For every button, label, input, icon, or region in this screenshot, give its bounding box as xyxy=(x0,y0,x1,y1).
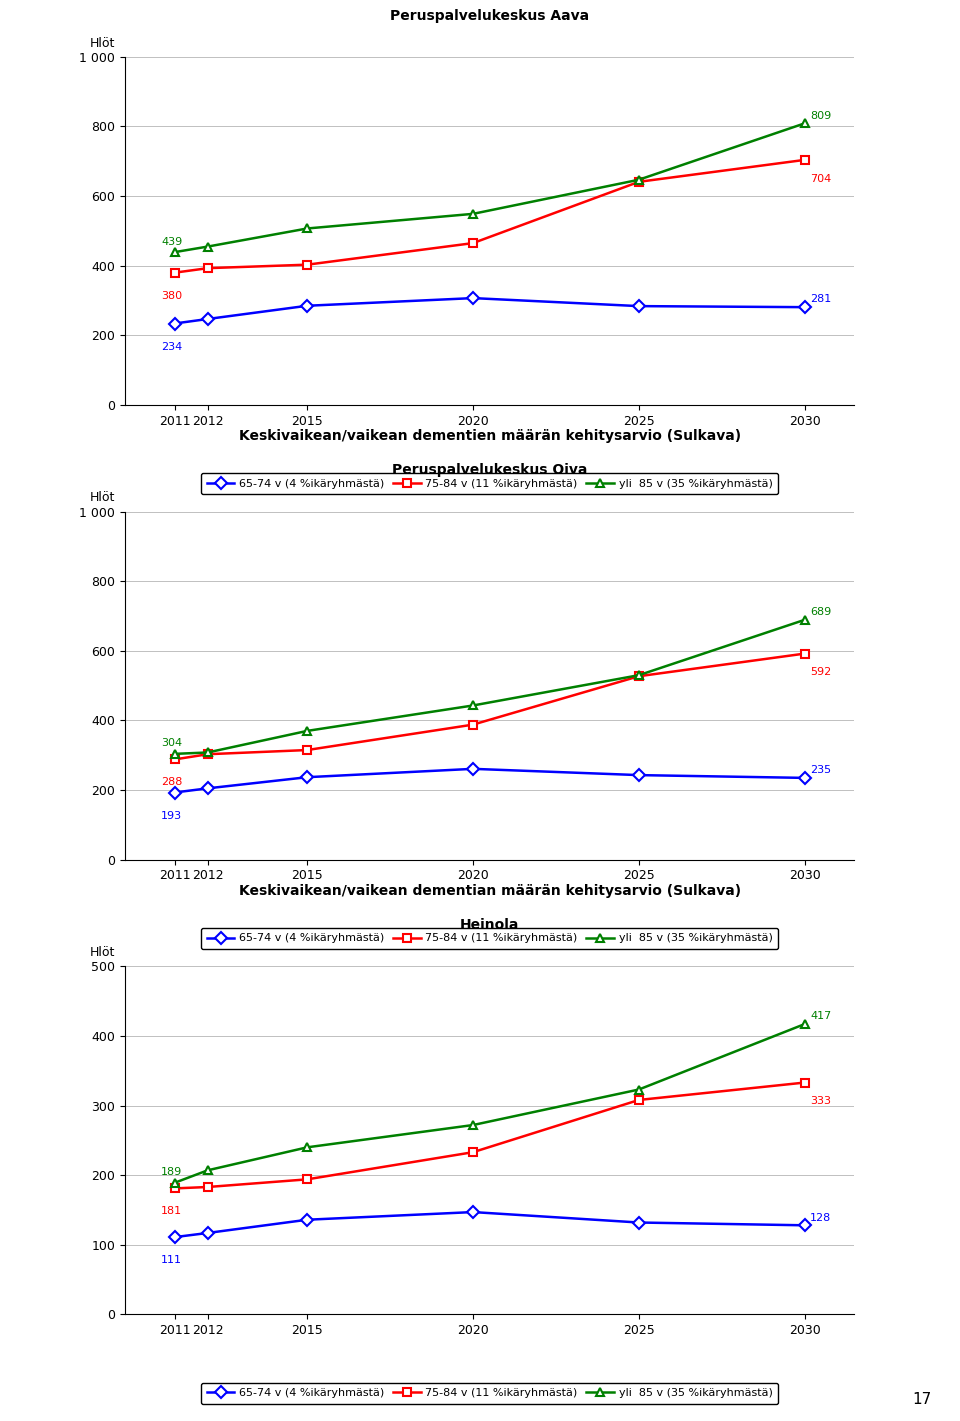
75-84 v (11 %ikäryhmästä) xyxy=(633,173,644,190)
yli  85 v (35 %ikäryhmästä) xyxy=(169,1174,180,1191)
Line: 65-74 v (4 %ikäryhmästä): 65-74 v (4 %ikäryhmästä) xyxy=(170,294,809,328)
Line: yli  85 v (35 %ikäryhmästä): yli 85 v (35 %ikäryhmästä) xyxy=(170,1020,809,1187)
75-84 v (11 %ikäryhmästä) xyxy=(468,234,479,252)
yli  85 v (35 %ikäryhmästä) xyxy=(468,696,479,713)
75-84 v (11 %ikäryhmästä) xyxy=(468,716,479,733)
75-84 v (11 %ikäryhmästä) xyxy=(301,1171,313,1188)
Text: 592: 592 xyxy=(810,668,831,678)
yli  85 v (35 %ikäryhmästä) xyxy=(202,745,213,762)
65-74 v (4 %ikäryhmästä) xyxy=(799,769,810,786)
yli  85 v (35 %ikäryhmästä) xyxy=(468,205,479,222)
Text: 281: 281 xyxy=(810,294,831,304)
75-84 v (11 %ikäryhmästä) xyxy=(202,746,213,763)
yli  85 v (35 %ikäryhmästä) xyxy=(202,239,213,256)
Legend: 65-74 v (4 %ikäryhmästä), 75-84 v (11 %ikäryhmästä), yli  85 v (35 %ikäryhmästä): 65-74 v (4 %ikäryhmästä), 75-84 v (11 %i… xyxy=(202,473,778,495)
Text: 288: 288 xyxy=(161,777,182,787)
65-74 v (4 %ikäryhmästä) xyxy=(169,784,180,801)
yli  85 v (35 %ikäryhmästä) xyxy=(169,243,180,260)
75-84 v (11 %ikäryhmästä) xyxy=(301,256,313,273)
65-74 v (4 %ikäryhmästä) xyxy=(799,1216,810,1233)
yli  85 v (35 %ikäryhmästä) xyxy=(799,1016,810,1033)
75-84 v (11 %ikäryhmästä) xyxy=(169,1179,180,1196)
Text: 111: 111 xyxy=(161,1255,182,1265)
75-84 v (11 %ikäryhmästä) xyxy=(468,1144,479,1161)
65-74 v (4 %ikäryhmästä) xyxy=(202,1225,213,1242)
Text: 193: 193 xyxy=(161,810,182,820)
75-84 v (11 %ikäryhmästä) xyxy=(169,264,180,281)
Text: Peruspalvelukeskus Aava: Peruspalvelukeskus Aava xyxy=(390,9,589,23)
65-74 v (4 %ikäryhmästä) xyxy=(468,760,479,777)
75-84 v (11 %ikäryhmästä) xyxy=(633,668,644,685)
Text: 181: 181 xyxy=(161,1206,182,1216)
Text: 304: 304 xyxy=(161,739,182,749)
yli  85 v (35 %ikäryhmästä) xyxy=(633,1081,644,1098)
65-74 v (4 %ikäryhmästä) xyxy=(169,1229,180,1246)
Line: yli  85 v (35 %ikäryhmästä): yli 85 v (35 %ikäryhmästä) xyxy=(170,615,809,757)
Text: Peruspalvelukeskus Oiva: Peruspalvelukeskus Oiva xyxy=(392,463,588,477)
yli  85 v (35 %ikäryhmästä) xyxy=(301,220,313,237)
yli  85 v (35 %ikäryhmästä) xyxy=(301,1138,313,1155)
Text: 189: 189 xyxy=(161,1167,182,1177)
65-74 v (4 %ikäryhmästä) xyxy=(301,1211,313,1228)
Text: Heinola: Heinola xyxy=(460,918,519,932)
Line: 65-74 v (4 %ikäryhmästä): 65-74 v (4 %ikäryhmästä) xyxy=(170,1208,809,1242)
Line: 75-84 v (11 %ikäryhmästä): 75-84 v (11 %ikäryhmästä) xyxy=(170,649,809,763)
75-84 v (11 %ikäryhmästä) xyxy=(301,742,313,759)
65-74 v (4 %ikäryhmästä) xyxy=(169,315,180,333)
Text: 417: 417 xyxy=(810,1012,831,1022)
75-84 v (11 %ikäryhmästä) xyxy=(633,1091,644,1108)
Text: Hlöt: Hlöt xyxy=(90,946,115,959)
yli  85 v (35 %ikäryhmästä) xyxy=(799,611,810,628)
Legend: 65-74 v (4 %ikäryhmästä), 75-84 v (11 %ikäryhmästä), yli  85 v (35 %ikäryhmästä): 65-74 v (4 %ikäryhmästä), 75-84 v (11 %i… xyxy=(202,1383,778,1404)
65-74 v (4 %ikäryhmästä) xyxy=(202,310,213,327)
75-84 v (11 %ikäryhmästä) xyxy=(799,1074,810,1091)
Text: 439: 439 xyxy=(161,236,182,247)
yli  85 v (35 %ikäryhmästä) xyxy=(169,746,180,763)
Text: 17: 17 xyxy=(912,1391,931,1407)
Line: 75-84 v (11 %ikäryhmästä): 75-84 v (11 %ikäryhmästä) xyxy=(170,1079,809,1192)
Text: 689: 689 xyxy=(810,607,831,617)
yli  85 v (35 %ikäryhmästä) xyxy=(633,666,644,684)
Text: 380: 380 xyxy=(161,291,182,301)
Line: 75-84 v (11 %ikäryhmästä): 75-84 v (11 %ikäryhmästä) xyxy=(170,156,809,277)
Line: 65-74 v (4 %ikäryhmästä): 65-74 v (4 %ikäryhmästä) xyxy=(170,764,809,797)
yli  85 v (35 %ikäryhmästä) xyxy=(468,1117,479,1134)
65-74 v (4 %ikäryhmästä) xyxy=(633,297,644,314)
Text: 704: 704 xyxy=(810,173,831,183)
Text: Hlöt: Hlöt xyxy=(90,37,115,50)
Line: yli  85 v (35 %ikäryhmästä): yli 85 v (35 %ikäryhmästä) xyxy=(170,119,809,256)
65-74 v (4 %ikäryhmästä) xyxy=(799,298,810,315)
Text: 235: 235 xyxy=(810,764,831,774)
yli  85 v (35 %ikäryhmästä) xyxy=(301,722,313,739)
75-84 v (11 %ikäryhmästä) xyxy=(202,260,213,277)
Text: Keskivaikean/vaikean dementian määrän kehitysarvio (Sulkava): Keskivaikean/vaikean dementian määrän ke… xyxy=(238,884,741,898)
Text: 809: 809 xyxy=(810,111,831,121)
65-74 v (4 %ikäryhmästä) xyxy=(633,766,644,783)
65-74 v (4 %ikäryhmästä) xyxy=(202,780,213,797)
75-84 v (11 %ikäryhmästä) xyxy=(169,750,180,767)
Text: Hlöt: Hlöt xyxy=(90,492,115,504)
65-74 v (4 %ikäryhmästä) xyxy=(633,1214,644,1231)
Text: 234: 234 xyxy=(161,341,182,351)
yli  85 v (35 %ikäryhmästä) xyxy=(799,115,810,132)
65-74 v (4 %ikäryhmästä) xyxy=(468,290,479,307)
65-74 v (4 %ikäryhmästä) xyxy=(301,297,313,314)
Text: 333: 333 xyxy=(810,1097,831,1107)
75-84 v (11 %ikäryhmästä) xyxy=(799,152,810,169)
yli  85 v (35 %ikäryhmästä) xyxy=(202,1162,213,1179)
75-84 v (11 %ikäryhmästä) xyxy=(202,1178,213,1195)
yli  85 v (35 %ikäryhmästä) xyxy=(633,171,644,188)
Text: 128: 128 xyxy=(810,1212,831,1222)
65-74 v (4 %ikäryhmästä) xyxy=(468,1204,479,1221)
Text: Keskivaikean/vaikean dementien määrän kehitysarvio (Sulkava): Keskivaikean/vaikean dementien määrän ke… xyxy=(238,429,741,443)
Legend: 65-74 v (4 %ikäryhmästä), 75-84 v (11 %ikäryhmästä), yli  85 v (35 %ikäryhmästä): 65-74 v (4 %ikäryhmästä), 75-84 v (11 %i… xyxy=(202,928,778,949)
75-84 v (11 %ikäryhmästä) xyxy=(799,645,810,662)
65-74 v (4 %ikäryhmästä) xyxy=(301,769,313,786)
